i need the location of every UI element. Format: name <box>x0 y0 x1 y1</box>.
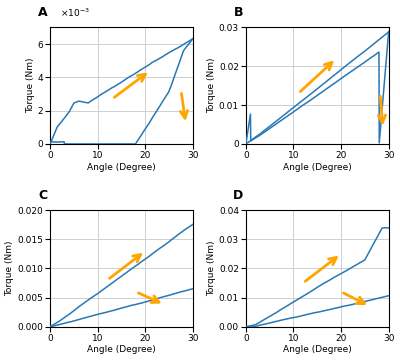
Y-axis label: Torque (Nm): Torque (Nm) <box>26 58 35 113</box>
Text: D: D <box>233 189 243 202</box>
Text: A: A <box>38 6 47 19</box>
X-axis label: Angle (Degree): Angle (Degree) <box>283 346 352 355</box>
Text: $\times 10^{-3}$: $\times 10^{-3}$ <box>60 7 90 19</box>
Y-axis label: Torque (Nm): Torque (Nm) <box>207 58 216 113</box>
X-axis label: Angle (Degree): Angle (Degree) <box>87 346 156 355</box>
X-axis label: Angle (Degree): Angle (Degree) <box>283 163 352 172</box>
Y-axis label: Torque (Nm): Torque (Nm) <box>6 241 14 296</box>
X-axis label: Angle (Degree): Angle (Degree) <box>87 163 156 172</box>
Y-axis label: Torque (Nm): Torque (Nm) <box>207 241 216 296</box>
Text: B: B <box>234 6 243 19</box>
Text: C: C <box>38 189 47 202</box>
